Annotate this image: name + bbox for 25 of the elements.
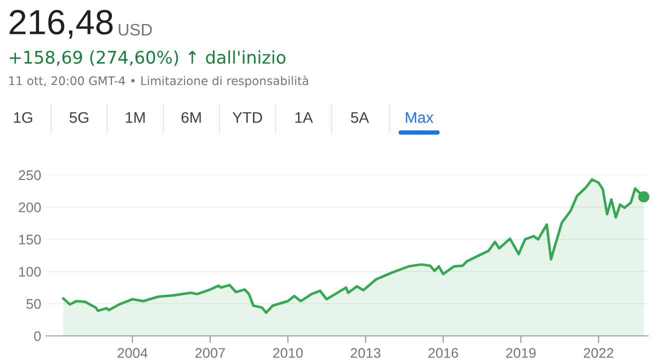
y-tick-label: 200 — [18, 202, 41, 212]
chart-title: 216,48 — [10, 10, 113, 39]
x-tick-label: 2007 — [195, 348, 225, 358]
x-tick-label: 2022 — [584, 348, 614, 358]
x-tick-label: 2010 — [273, 348, 303, 358]
text: Max — [406, 112, 434, 123]
text: 11 ott, 20:00 GMT-4 • Limitazione di responsabilità — [9, 76, 308, 88]
text: 5G — [70, 112, 88, 123]
chart-subtitle: +158,69 (274,60%) ↑ dall'inizio — [10, 50, 286, 66]
text: YTD — [232, 112, 262, 123]
x-tick-label: 2004 — [118, 348, 148, 358]
text: 6M — [182, 112, 201, 123]
y-tick-label: 250 — [18, 170, 41, 180]
text: 1G — [14, 112, 32, 123]
y-tick-label: 100 — [19, 266, 41, 277]
y-tick-label: 0 — [34, 331, 41, 342]
x-tick-label: 2016 — [428, 348, 458, 358]
y-tick-label: 150 — [19, 234, 41, 244]
text: 5A — [350, 112, 370, 123]
x-tick-label: 2013 — [350, 348, 380, 358]
text: 1A — [295, 112, 313, 123]
text: 1M — [126, 112, 145, 123]
x-tick-label: 2019 — [506, 348, 536, 358]
text: USD — [118, 24, 152, 36]
y-tick-label: 50 — [26, 299, 41, 309]
